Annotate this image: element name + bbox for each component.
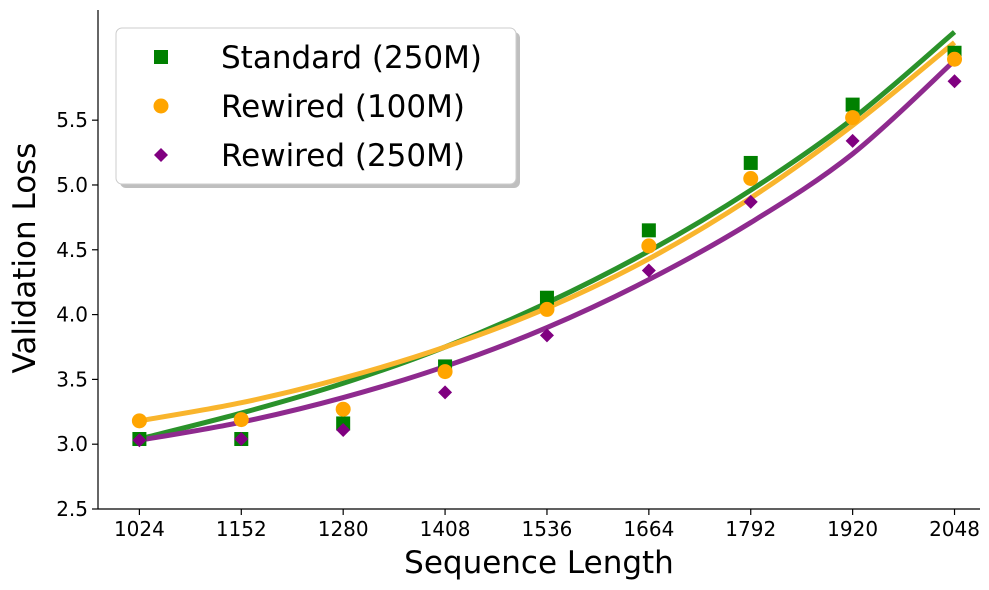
legend-label-rewired-250m: Rewired (250M) [221,138,465,174]
point-rewired-100m [845,110,861,126]
x-tick-label: 1408 [420,517,471,541]
point-rewired-250m [234,432,249,447]
legend-items: Standard (250M) Rewired (100M) Rewired (25… [153,40,482,174]
point-standard-250m [743,155,758,170]
x-tick-label: 1792 [725,517,776,541]
point-rewired-250m [132,433,147,448]
x-tick-label: 1024 [114,517,165,541]
legend: Standard (250M) Rewired (100M) Rewired (25… [115,27,520,188]
legend-marker-rewired-100m [153,98,169,114]
point-rewired-100m [743,170,759,186]
x-axis-title: Sequence Length [404,545,674,581]
axes [97,10,980,510]
x-tick-label: 1152 [216,517,267,541]
point-rewired-100m [335,401,351,417]
point-rewired-100m [539,301,555,317]
y-tick-label: 3.5 [56,367,88,391]
legend-label-standard-250m: Standard (250M) [221,40,482,76]
y-ticks: 2.5 3.0 3.5 4.0 4.5 5.0 5.5 [56,108,98,521]
y-tick-label: 2.5 [56,497,88,521]
point-standard-250m [641,223,656,238]
x-tick-label: 1920 [827,517,878,541]
point-rewired-100m [437,364,453,380]
point-rewired-250m [641,263,656,278]
x-tick-label: 1280 [318,517,369,541]
x-tick-label: 2048 [929,517,980,541]
y-tick-label: 5.5 [56,108,88,132]
legend-marker-standard-250m [154,50,168,64]
y-tick-label: 4.0 [56,303,88,327]
legend-marker-rewired-250m [154,148,168,162]
x-tick-label: 1536 [522,517,573,541]
y-tick-label: 4.5 [56,238,88,262]
point-standard-250m [845,97,860,112]
point-rewired-250m [947,74,962,89]
point-rewired-100m [131,413,147,429]
y-tick-label: 5.0 [56,173,88,197]
point-rewired-250m [336,422,351,437]
point-rewired-250m [743,194,758,209]
point-rewired-250m [845,133,860,148]
point-rewired-250m [438,385,453,400]
point-rewired-250m [539,328,554,343]
data-markers [131,45,963,448]
point-rewired-100m [641,238,657,254]
y-tick-label: 3.0 [56,432,88,456]
x-ticks: 1024 1152 1280 1408 1536 1664 1792 1920 2048 [114,509,980,541]
point-rewired-100m [233,412,249,428]
legend-frame [115,27,517,185]
y-axis-title: Validation Loss [7,143,43,374]
point-standard-250m [539,290,554,305]
fit-line-rewired-250m [138,58,957,443]
point-rewired-100m [947,51,963,67]
legend-label-rewired-100m: Rewired (100M) [221,89,465,125]
x-tick-label: 1664 [623,517,674,541]
